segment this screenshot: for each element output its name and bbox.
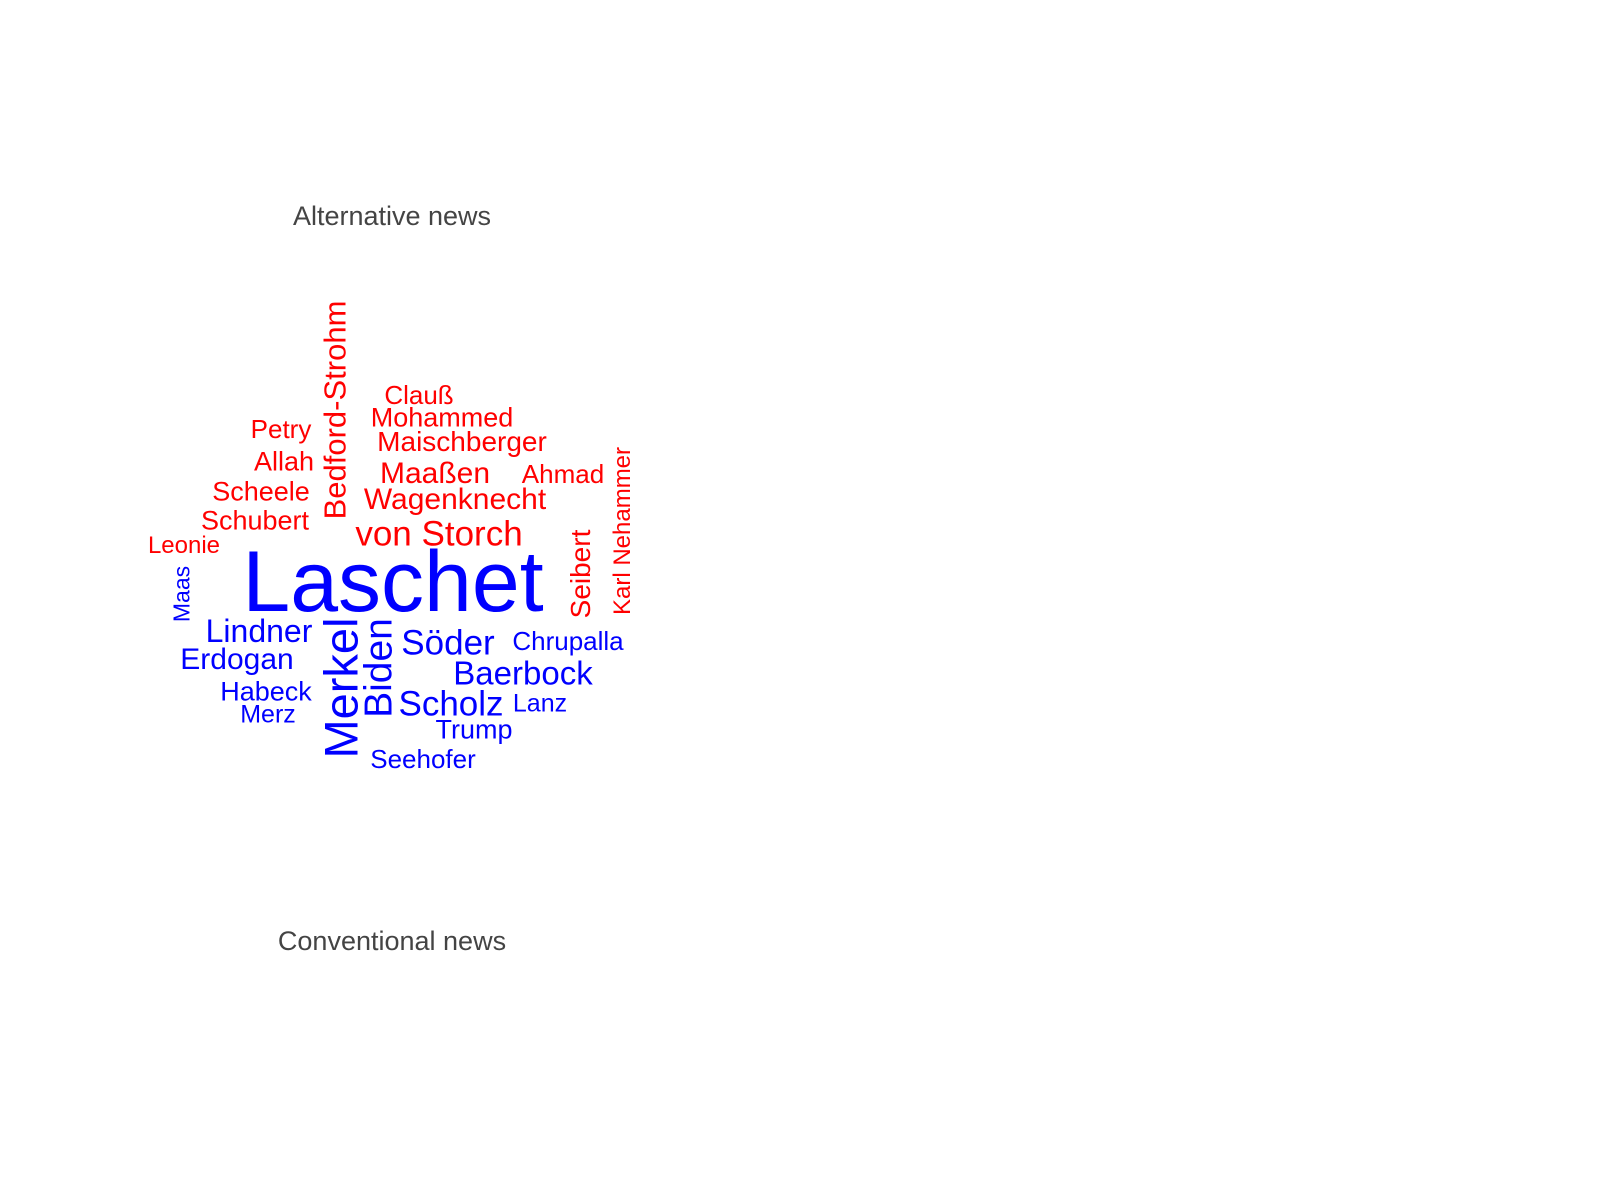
word-leonie: Leonie — [147, 532, 221, 559]
word-trump: Trump — [435, 714, 513, 745]
word-bedford-strohm: Bedford-Strohm — [317, 300, 353, 520]
word-chrupalla: Chrupalla — [512, 626, 624, 656]
word-ahmad: Ahmad — [521, 459, 605, 489]
word-mohammed: Mohammed — [370, 402, 514, 433]
word-baerbock: Baerbock — [453, 654, 593, 692]
word-seibert: Seibert — [565, 529, 596, 619]
word-maischberger: Maischberger — [377, 426, 547, 457]
alternative-news-label: Alternative news — [292, 201, 492, 231]
word-biden: Biden — [357, 618, 401, 718]
word-seehofer: Seehofer — [370, 744, 476, 774]
word-lindner: Lindner — [205, 613, 313, 649]
word-allah: Allah — [253, 446, 315, 477]
word-clauss: Clauß — [384, 380, 454, 410]
word-maassen: Maaßen — [379, 457, 491, 490]
word-merz: Merz — [240, 700, 296, 729]
word-maas: Maas — [168, 565, 195, 623]
word-schubert: Schubert — [200, 505, 310, 536]
conventional-news-label: Conventional news — [277, 926, 507, 956]
word-karl-nehammer: Karl Nehammer — [609, 446, 636, 616]
word-soeder: Söder — [401, 623, 495, 663]
word-scholz: Scholz — [398, 684, 504, 724]
word-erdogan: Erdogan — [180, 643, 294, 676]
word-von-storch: von Storch — [355, 514, 523, 554]
word-wagenknecht: Wagenknecht — [363, 483, 547, 516]
word-scheele: Scheele — [212, 476, 310, 507]
word-habeck: Habeck — [220, 676, 312, 707]
word-lanz: Lanz — [512, 689, 568, 718]
word-laschet: Laschet — [242, 534, 544, 630]
word-petry: Petry — [250, 414, 312, 444]
